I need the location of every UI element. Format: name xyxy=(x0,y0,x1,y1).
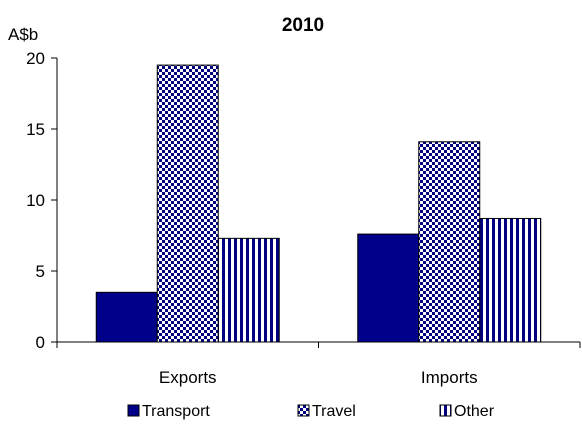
legend-label-travel: Travel xyxy=(312,403,356,420)
y-tick-label: 15 xyxy=(26,120,45,139)
legend-swatch-travel xyxy=(297,404,310,417)
x-category-label: Imports xyxy=(421,368,478,387)
bar-transport-exports xyxy=(95,291,158,343)
legend-label-other: Other xyxy=(454,403,495,420)
legend-swatch-other xyxy=(439,404,452,417)
y-tick-label: 10 xyxy=(26,191,45,210)
legend-label-transport: Transport xyxy=(142,403,210,420)
y-axis-label: A$b xyxy=(8,25,38,44)
legend-swatch-transport xyxy=(127,404,140,417)
bar-other-imports xyxy=(479,217,542,343)
y-tick-label: 0 xyxy=(36,333,45,352)
chart-title: 2010 xyxy=(282,15,324,36)
bar-other-exports xyxy=(217,237,280,343)
bar-travel-imports xyxy=(418,141,481,343)
x-category-label: Exports xyxy=(159,368,217,387)
y-tick-label: 5 xyxy=(36,262,45,281)
y-tick-label: 20 xyxy=(26,49,45,68)
plot-area: 0 5 10 15 20 Exports Imports xyxy=(26,49,581,387)
legend: Transport Travel Other xyxy=(127,403,495,420)
bar-transport-imports xyxy=(357,233,420,343)
bar-travel-exports xyxy=(156,64,219,343)
